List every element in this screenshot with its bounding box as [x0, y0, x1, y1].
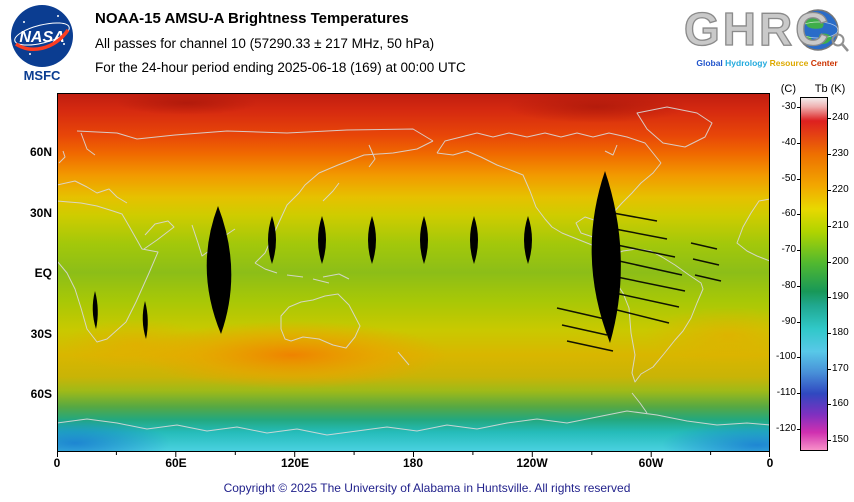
cbar-k-tick: 190 — [827, 291, 854, 303]
copyright-notice: Copyright © 2025 The University of Alaba… — [223, 481, 631, 495]
coastlines — [57, 106, 770, 436]
cbar-c-tick: -30 — [768, 101, 801, 113]
globe-icon — [797, 9, 839, 51]
lat-label-60s: 60S — [30, 387, 52, 401]
cbar-k-tick: 210 — [827, 220, 854, 232]
channel-subtitle: All passes for channel 10 (57290.33 ± 21… — [95, 36, 435, 51]
lat-label-60n: 60N — [29, 145, 52, 159]
tagline-word-center: Center — [810, 58, 838, 68]
cbar-c-tick: -50 — [768, 173, 801, 185]
tagline-word-resource: Resource — [769, 58, 809, 68]
cbar-k-tick: 200 — [827, 256, 854, 268]
cbar-c-tick: -90 — [768, 316, 801, 328]
lon-label-60w: 60W — [638, 456, 664, 470]
cbar-k-tick: 230 — [827, 148, 854, 160]
colorbar-title-kelvin: Tb (K) — [814, 83, 846, 95]
longitude-axis-ticks — [57, 452, 770, 457]
lon-label-180: 180 — [402, 456, 424, 470]
cbar-c-tick: -110 — [768, 387, 801, 399]
lat-label-30s: 30S — [30, 327, 52, 341]
lon-label-60e: 60E — [165, 456, 187, 470]
ghrc-tagline: Global Hydrology Resource Center — [684, 58, 850, 68]
missing-data-swaths — [92, 171, 722, 352]
cbar-c-tick: -60 — [768, 208, 801, 220]
magnifier-icon — [831, 33, 849, 52]
lat-label-eq: EQ — [34, 266, 52, 280]
map-frame — [57, 93, 770, 452]
lon-label-0a: 0 — [53, 456, 61, 470]
lon-label-0b: 0 — [766, 456, 774, 470]
colorbar — [800, 97, 828, 451]
tagline-word-hydrology: Hydrology — [725, 58, 768, 68]
lon-label-120e: 120E — [280, 456, 310, 470]
cbar-k-tick: 170 — [827, 363, 854, 375]
lon-label-120w: 120W — [516, 456, 548, 470]
nasa-logo-icon: NASA — [11, 5, 73, 67]
cbar-c-tick: -70 — [768, 244, 801, 256]
colorbar-title-celsius: (C) — [780, 83, 796, 95]
world-map — [57, 93, 770, 452]
temperature-field — [57, 93, 770, 452]
msfc-label: MSFC — [23, 68, 61, 83]
cbar-k-tick: 220 — [827, 184, 854, 196]
ghrc-logo-text: GHRC — [683, 2, 832, 55]
cbar-c-tick: -100 — [768, 351, 801, 363]
tagline-word-global: Global — [696, 58, 723, 68]
cbar-k-tick: 240 — [827, 112, 854, 124]
cbar-c-tick: -80 — [768, 280, 801, 292]
cbar-k-tick: 180 — [827, 327, 854, 339]
cbar-c-tick: -40 — [768, 137, 801, 149]
page-title: NOAA-15 AMSU-A Brightness Temperatures — [95, 10, 409, 27]
cbar-k-tick: 160 — [827, 398, 854, 410]
nasa-logo-text: NASA — [19, 29, 64, 46]
lat-label-30n: 30N — [29, 206, 52, 220]
cbar-k-tick: 150 — [827, 434, 854, 446]
cbar-c-tick: -120 — [768, 423, 801, 435]
period-subtitle: For the 24-hour period ending 2025-06-18… — [95, 60, 466, 75]
ghrc-logo: GHRC Global Hydrology Resource Center — [683, 2, 850, 82]
